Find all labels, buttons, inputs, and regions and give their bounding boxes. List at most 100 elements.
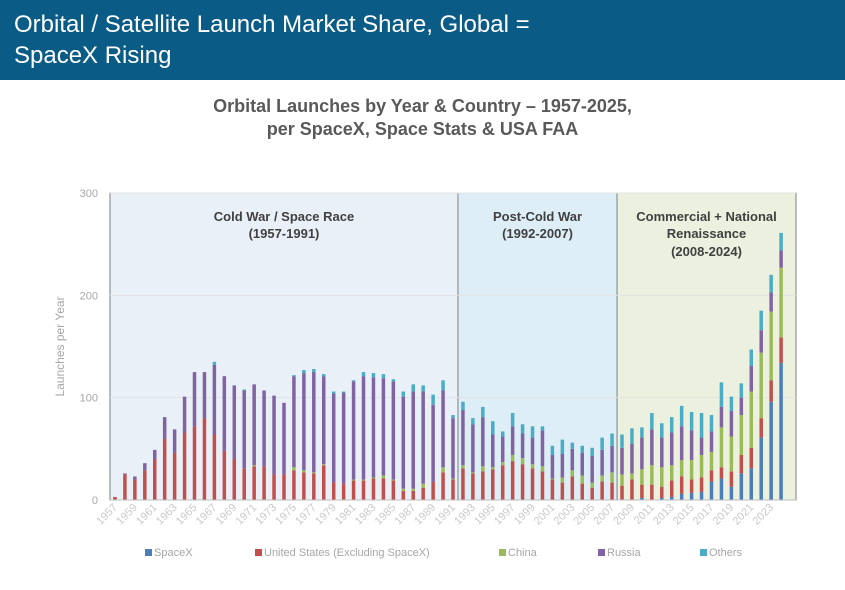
bar-2011-series-2 <box>650 484 654 500</box>
x-tick-label-1989: 1989 <box>412 502 438 528</box>
bar-1979-series-2 <box>331 482 336 500</box>
bar-1993-series-5 <box>471 418 475 425</box>
bar-1992-series-3 <box>461 465 465 469</box>
bar-1986-series-5 <box>401 391 406 397</box>
bar-2006-series-4 <box>600 449 604 476</box>
y-tick-label-200: 200 <box>80 290 98 302</box>
x-tick-label-1975: 1975 <box>273 502 299 528</box>
bar-1984-series-3 <box>381 475 386 479</box>
slide-title: Orbital / Satellite Launch Market Share,… <box>14 9 814 71</box>
x-tick-label-1961: 1961 <box>134 502 160 528</box>
bar-2005-series-3 <box>590 482 594 488</box>
legend-swatch-4 <box>598 549 605 556</box>
bar-2023-series-3 <box>769 311 773 381</box>
y-tick-label-300: 300 <box>80 188 98 200</box>
bar-1979-series-4 <box>331 393 336 483</box>
bar-2023-series-4 <box>769 292 773 312</box>
bar-1994-series-5 <box>481 406 485 418</box>
bar-2010-series-2 <box>640 484 644 498</box>
bar-2008-series-2 <box>620 485 624 500</box>
bar-1980-series-4 <box>341 392 346 484</box>
bar-1991-series-4 <box>451 418 455 479</box>
bar-2020-series-2 <box>739 454 744 474</box>
bar-1997-series-3 <box>510 454 515 462</box>
bar-1978-series-5 <box>322 374 326 377</box>
era-label-3-line-1: Commercial + National <box>636 209 777 224</box>
bar-1980-series-2 <box>341 483 346 500</box>
bar-2014-series-1 <box>679 493 684 500</box>
bar-2018-series-2 <box>719 467 724 479</box>
bar-2009-series-2 <box>630 479 634 500</box>
bar-1993-series-2 <box>471 473 475 500</box>
bar-2000-series-2 <box>540 471 545 500</box>
bar-2017-series-1 <box>709 481 714 500</box>
bar-1990-series-2 <box>441 472 445 500</box>
bar-1977-series-3 <box>312 472 316 474</box>
bar-2020-series-1 <box>739 473 744 500</box>
bar-1998-series-5 <box>520 424 525 434</box>
x-tick-label-2023: 2023 <box>750 502 776 528</box>
x-tick-label-2007: 2007 <box>591 502 617 528</box>
x-tick-label-1997: 1997 <box>492 502 518 528</box>
bar-1980-series-5 <box>341 391 346 393</box>
bar-1984-series-5 <box>381 374 386 379</box>
bar-2013-series-3 <box>669 465 674 481</box>
bar-2011-series-4 <box>650 429 654 466</box>
legend-swatch-1 <box>145 549 152 556</box>
bar-2020-series-3 <box>739 415 744 455</box>
bar-1958-series-4 <box>123 473 127 475</box>
bar-1967-series-5 <box>212 361 217 365</box>
bar-1990-series-4 <box>441 390 445 468</box>
bar-1986-series-3 <box>401 488 406 491</box>
bar-1976-series-3 <box>302 470 306 473</box>
bar-2024-series-3 <box>779 267 783 338</box>
bar-2001-series-4 <box>550 454 555 479</box>
bar-1972-series-4 <box>262 390 266 467</box>
x-tick-label-2017: 2017 <box>691 502 717 528</box>
bar-1971-series-4 <box>252 384 256 466</box>
bar-1996-series-5 <box>500 431 505 437</box>
x-tick-label-1971: 1971 <box>233 502 259 528</box>
bar-1969-series-2 <box>232 459 237 500</box>
x-tick-label-1995: 1995 <box>472 502 498 528</box>
bar-2008-series-5 <box>620 434 624 448</box>
bar-1966-series-4 <box>202 372 207 419</box>
bar-2024-series-4 <box>779 250 783 268</box>
bar-2019-series-2 <box>729 471 734 487</box>
bar-1975-series-2 <box>292 470 296 500</box>
x-tick-label-1985: 1985 <box>373 502 399 528</box>
bar-1997-series-4 <box>510 426 515 455</box>
bar-1961-series-2 <box>152 459 157 500</box>
bar-1983-series-4 <box>371 377 376 478</box>
era-label-1-line-2: (1957-1991) <box>249 226 320 241</box>
bar-2010-series-5 <box>640 427 644 438</box>
bar-2010-series-3 <box>640 469 644 485</box>
era-label-2-line-1: Post-Cold War <box>493 209 582 224</box>
legend-swatch-2 <box>255 549 262 556</box>
bar-1976-series-2 <box>302 472 306 500</box>
bar-1987-series-3 <box>411 488 415 491</box>
bar-1960-series-2 <box>143 470 147 500</box>
bar-2007-series-2 <box>610 482 614 500</box>
legend-swatch-3 <box>499 549 506 556</box>
bar-2019-series-4 <box>729 410 734 437</box>
bar-1991-series-2 <box>451 479 455 500</box>
chart-title: Orbital Launches by Year & Country – 195… <box>0 95 845 141</box>
bar-1985-series-3 <box>391 479 396 481</box>
bar-1995-series-3 <box>491 467 495 470</box>
bar-2003-series-2 <box>570 476 575 500</box>
bar-1993-series-4 <box>471 424 475 473</box>
bar-2015-series-4 <box>689 430 694 461</box>
bar-1987-series-4 <box>411 391 415 489</box>
bar-1989-series-4 <box>431 404 435 482</box>
bar-1971-series-2 <box>252 466 256 500</box>
bar-2023-series-5 <box>769 274 773 293</box>
y-tick-label-100: 100 <box>80 393 98 405</box>
bar-1988-series-5 <box>421 385 425 392</box>
bar-1994-series-3 <box>481 466 485 472</box>
bar-1997-series-2 <box>510 461 515 500</box>
bar-2009-series-4 <box>630 443 634 474</box>
x-tick-label-2013: 2013 <box>651 502 677 528</box>
bar-2015-series-3 <box>689 460 694 480</box>
